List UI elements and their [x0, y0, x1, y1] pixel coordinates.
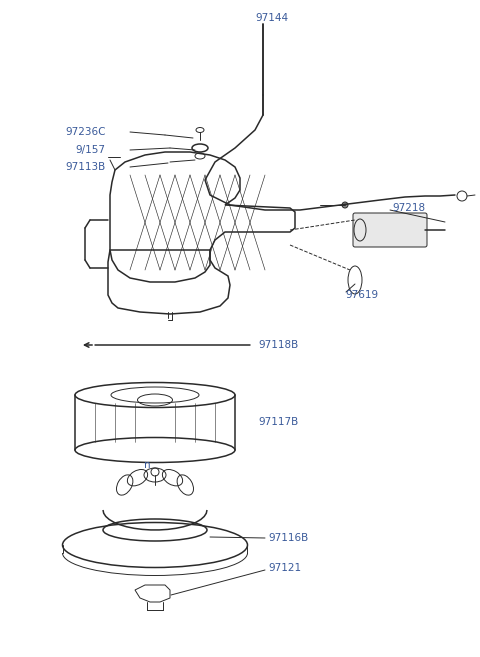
Text: n: n: [144, 460, 150, 470]
Text: 97144: 97144: [255, 13, 288, 23]
Circle shape: [342, 202, 348, 208]
Text: 97121: 97121: [268, 563, 301, 573]
Text: 97116B: 97116B: [268, 533, 308, 543]
Text: 97113B: 97113B: [65, 162, 105, 172]
FancyBboxPatch shape: [353, 213, 427, 247]
Text: 97118B: 97118B: [258, 340, 298, 350]
Text: 9/157: 9/157: [75, 145, 105, 155]
Text: 97117B: 97117B: [258, 417, 298, 427]
Text: 97619: 97619: [345, 290, 378, 300]
Text: 97236C: 97236C: [65, 127, 106, 137]
Text: 97218: 97218: [392, 203, 425, 213]
